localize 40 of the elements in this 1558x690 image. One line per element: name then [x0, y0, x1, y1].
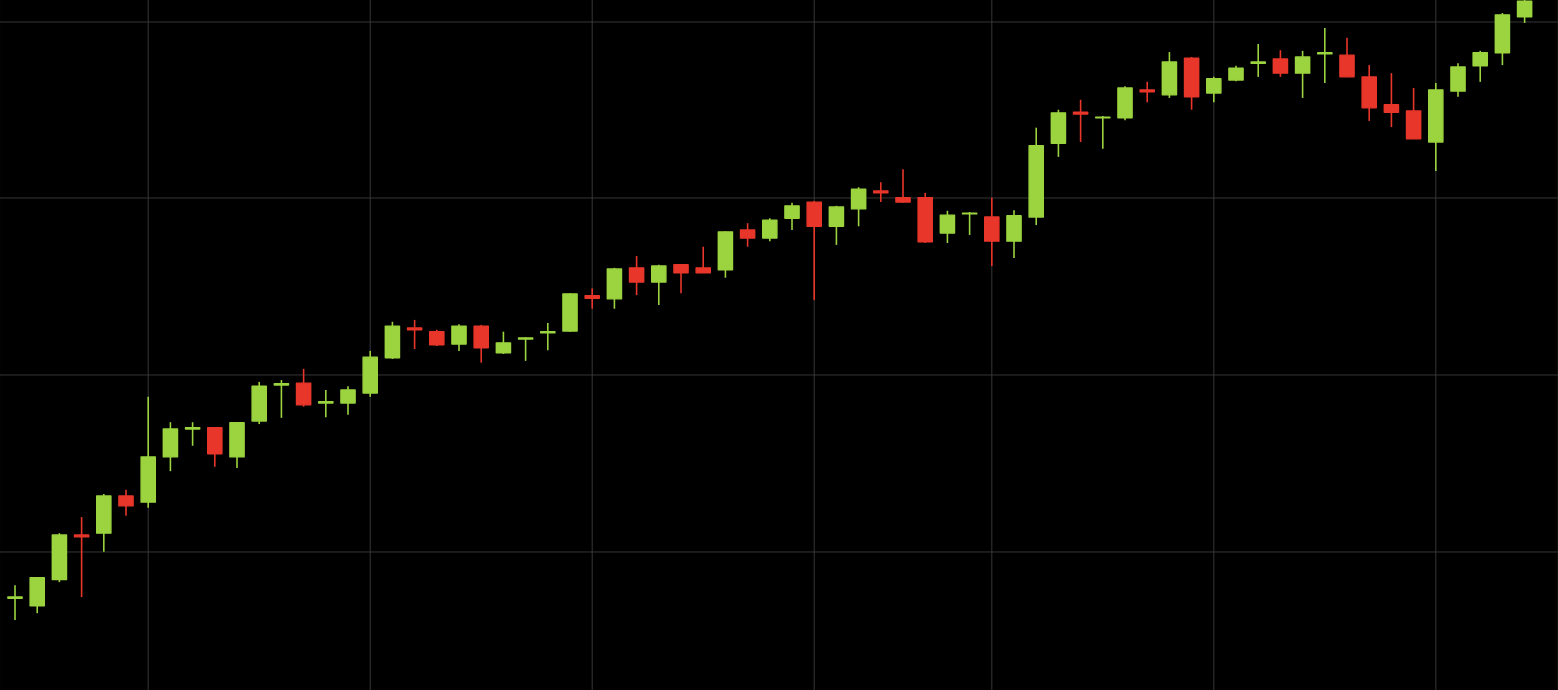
candlestick	[762, 217, 778, 242]
candlestick	[850, 186, 867, 228]
candlestick	[1472, 50, 1489, 83]
candlestick	[1095, 115, 1111, 150]
candlestick	[273, 379, 290, 419]
candlestick	[1250, 43, 1267, 78]
candlestick	[1383, 72, 1400, 128]
candlestick	[1206, 76, 1222, 104]
candlestick	[340, 385, 356, 416]
candlestick	[1339, 37, 1355, 78]
candlestick	[628, 255, 645, 296]
candlestick	[1272, 49, 1289, 78]
candlestick	[939, 210, 956, 244]
candlestick	[873, 181, 889, 203]
candlestick	[295, 368, 312, 408]
candlestick	[118, 488, 134, 517]
candlestick	[1294, 50, 1311, 99]
candlestick	[184, 421, 201, 447]
candlestick	[1139, 81, 1156, 104]
candlestick	[828, 205, 845, 246]
candlestick	[318, 389, 334, 419]
candlestick	[540, 322, 556, 352]
candlestick	[473, 324, 490, 364]
candlestick	[1072, 99, 1089, 143]
candlestick	[651, 263, 667, 306]
candlestick	[1516, 0, 1533, 24]
candlestick	[784, 201, 800, 231]
candlestick	[961, 211, 978, 236]
candlestick	[673, 263, 689, 295]
candlestick	[517, 336, 534, 362]
candlestick	[73, 516, 90, 598]
candlestick	[895, 168, 911, 204]
candlestick	[695, 245, 712, 274]
candlestick	[584, 287, 601, 310]
candlestick	[495, 330, 512, 355]
candlestick	[451, 323, 467, 352]
candlestick	[739, 222, 756, 248]
candlestick	[406, 319, 423, 350]
candlestick	[7, 584, 23, 621]
candlestick	[1317, 27, 1333, 84]
